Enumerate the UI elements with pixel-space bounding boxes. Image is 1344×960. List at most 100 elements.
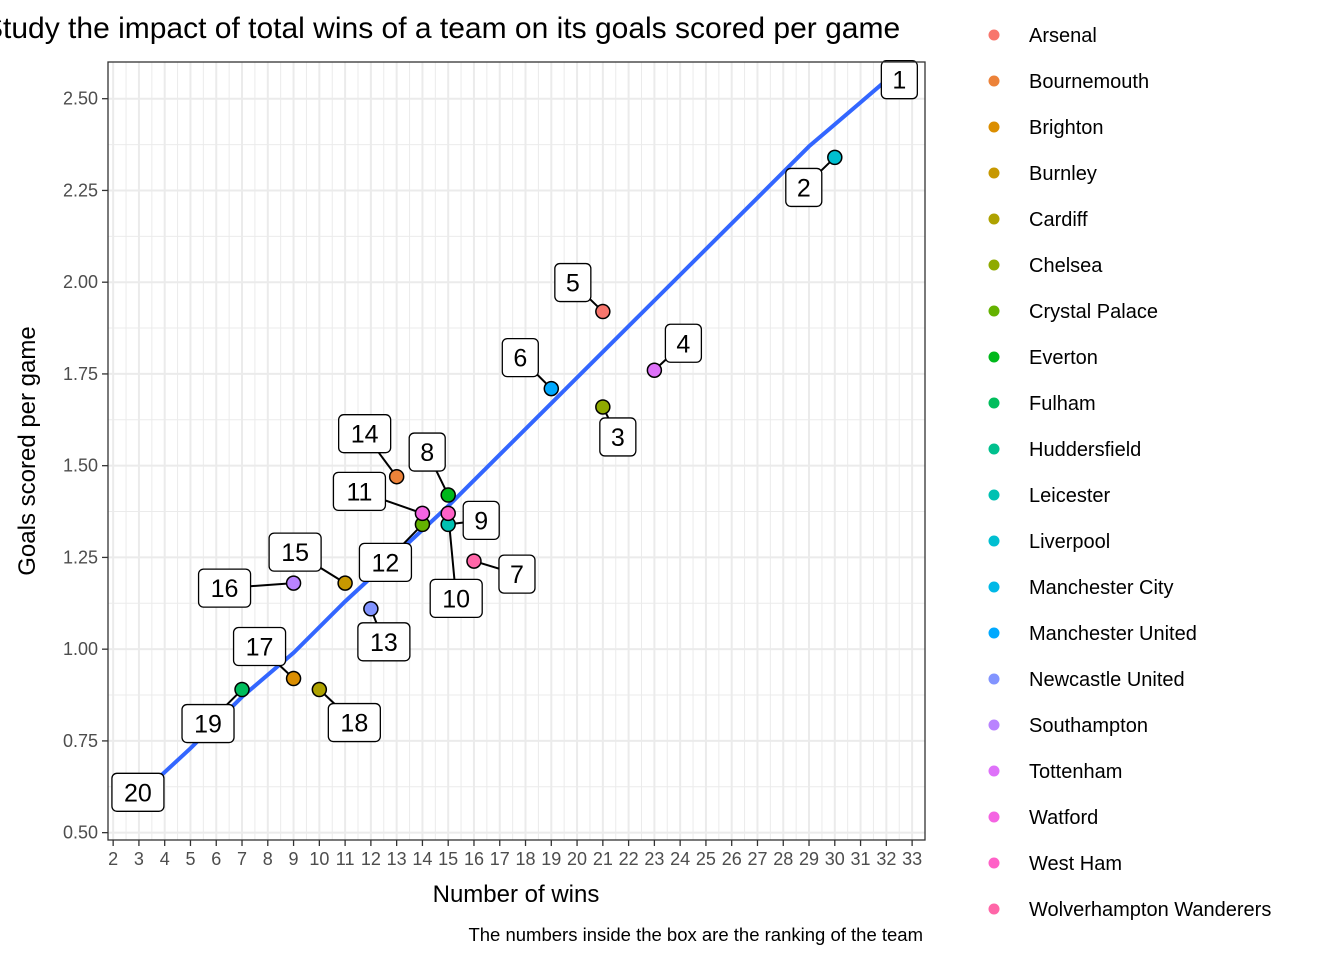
- legend-key: [988, 765, 1000, 777]
- rank-label: 14: [338, 414, 392, 454]
- rank-label-box: [501, 337, 539, 378]
- rank-label-box: [358, 542, 413, 583]
- legend-label: Everton: [1029, 347, 1098, 369]
- data-point: [285, 575, 302, 591]
- legend-key: [988, 903, 1000, 915]
- legend-key: [988, 305, 1000, 317]
- data-point: [543, 380, 560, 397]
- data-point: [388, 468, 405, 485]
- x-tick-label: 3: [134, 849, 144, 869]
- rank-label-text: 14: [351, 421, 379, 449]
- x-tick-label: 17: [490, 849, 510, 869]
- legend-label: Brighton: [1029, 117, 1104, 139]
- legend-item: Manchester City: [988, 577, 1174, 599]
- x-tick-label: 31: [851, 849, 871, 869]
- x-axis-ticks: 2 3 4 5 6 7 8 9 10 11 12 13 14 15 16 17 18 19 20 21 22 23 24 25…: [108, 840, 922, 869]
- legend-key: [988, 29, 1000, 41]
- rank-label-text: 10: [442, 585, 470, 613]
- rank-label: 11: [332, 471, 387, 512]
- x-tick-label: 10: [309, 849, 329, 869]
- data-point: [311, 681, 328, 698]
- rank-label: 4: [664, 323, 703, 363]
- rank-label-box: [338, 414, 392, 454]
- rank-label: 16: [197, 568, 252, 608]
- chart-title: Study the impact of total wins of a team…: [0, 12, 900, 45]
- rank-label: 10: [429, 578, 483, 619]
- rank-label: 5: [554, 262, 592, 303]
- rank-label-box: [599, 417, 637, 457]
- plot-border: [107, 61, 926, 841]
- rank-label: 17: [232, 626, 287, 667]
- rank-label-text: 11: [346, 478, 372, 506]
- y-tick-label: 1.00: [63, 639, 98, 659]
- x-tick-label: 33: [902, 849, 922, 869]
- legend-item: Manchester United: [988, 623, 1197, 645]
- x-tick-label: 25: [696, 849, 716, 869]
- x-tick-label: 18: [516, 849, 536, 869]
- y-tick-label: 1.50: [63, 456, 98, 476]
- y-tick-label: 1.25: [63, 547, 98, 567]
- y-tick-label: 1.75: [63, 364, 98, 384]
- legend-key: [988, 259, 1000, 271]
- y-tick-label: 2.50: [63, 89, 98, 109]
- legend-label: Cardiff: [1029, 209, 1088, 231]
- data-point: [337, 575, 353, 591]
- rank-label-text: 1: [892, 67, 906, 95]
- rank-label-text: 12: [372, 549, 400, 577]
- rank-label: 7: [498, 554, 536, 594]
- legend-key: [988, 535, 1000, 547]
- rank-label-box: [462, 500, 500, 541]
- x-tick-label: 15: [438, 849, 458, 869]
- rank-label: 15: [268, 532, 322, 572]
- legend-label: Leicester: [1029, 485, 1110, 507]
- data-point: [440, 487, 456, 503]
- data-points: [234, 149, 843, 698]
- rank-label-text: 18: [340, 710, 368, 738]
- legend-item: West Ham: [988, 853, 1122, 875]
- legend-label: Manchester City: [1029, 577, 1174, 599]
- rank-label-box: [880, 60, 918, 100]
- legend-item: Chelsea: [988, 255, 1103, 277]
- rank-label-text: 4: [676, 330, 690, 358]
- x-tick-label: 19: [541, 849, 561, 869]
- x-tick-label: 6: [211, 849, 221, 869]
- legend-label: West Ham: [1029, 853, 1122, 875]
- legend-key: [988, 581, 1000, 593]
- legend-item: Bournemouth: [988, 71, 1149, 93]
- legend-item: Southampton: [988, 715, 1148, 737]
- y-tick-label: 0.75: [63, 731, 98, 751]
- x-tick-label: 9: [289, 849, 299, 869]
- rank-label: 2: [785, 167, 823, 208]
- rank-label-box: [785, 167, 823, 208]
- y-axis-ticks: 0.50 0.75 1.00 1.25 1.50 1.75 2.00 2.25 2.50: [63, 89, 108, 843]
- x-tick-label: 28: [773, 849, 793, 869]
- rank-label-box: [429, 578, 483, 619]
- x-tick-label: 5: [185, 849, 195, 869]
- legend-key: [988, 121, 1000, 133]
- legend-label: Chelsea: [1029, 255, 1103, 277]
- data-point: [595, 303, 611, 320]
- x-tick-label: 27: [747, 849, 767, 869]
- legend-key: [988, 627, 1000, 639]
- y-axis-title: Goals scored per game: [14, 326, 41, 575]
- x-tick-label: 2: [108, 849, 118, 869]
- legend-item: Newcastle United: [988, 669, 1185, 691]
- legend-label: Newcastle United: [1029, 669, 1185, 691]
- rank-label-text: 13: [370, 629, 398, 657]
- rank-label: 12: [358, 542, 413, 583]
- rank-label: 18: [327, 702, 381, 743]
- rank-label-text: 9: [474, 507, 488, 535]
- x-tick-label: 29: [799, 849, 819, 869]
- rank-label-box: [232, 626, 287, 667]
- legend-item: Burnley: [988, 163, 1097, 185]
- x-axis-title: Number of wins: [433, 881, 600, 908]
- rank-label: 9: [462, 500, 500, 541]
- legend-key: [988, 397, 1000, 409]
- rank-label-box: [664, 323, 703, 363]
- data-point: [646, 362, 663, 379]
- rank-label-text: 20: [124, 779, 152, 807]
- rank-label: 8: [408, 432, 446, 472]
- legend-key: [988, 167, 1000, 179]
